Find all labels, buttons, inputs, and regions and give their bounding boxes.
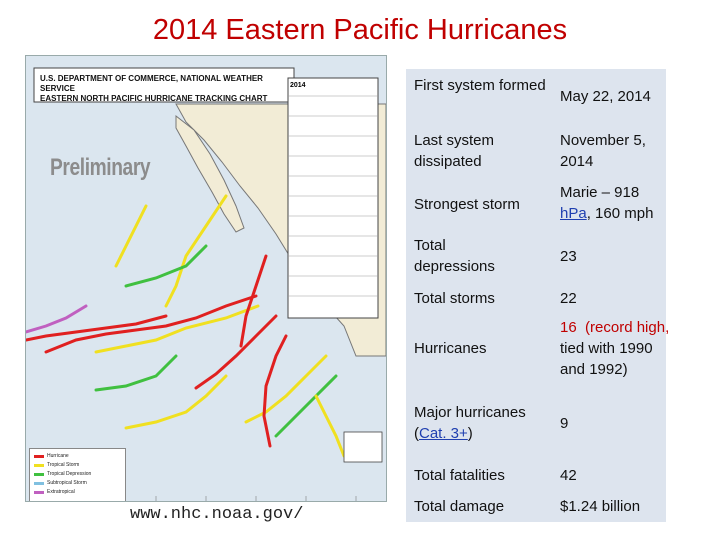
- legend-swatch: [34, 454, 44, 458]
- info-label: Total damage: [414, 498, 505, 515]
- info-value: $1.24 billion: [560, 498, 641, 515]
- map-header: U.S. DEPARTMENT OF COMMERCE, NATIONAL WE…: [40, 74, 290, 104]
- info-label: Strongest storm: [414, 196, 520, 213]
- map-header-line1: U.S. DEPARTMENT OF COMMERCE, NATIONAL WE…: [40, 74, 263, 93]
- info-value: 16 (record high, tied with 1990 and 1992…: [560, 319, 670, 378]
- preliminary-watermark: Preliminary: [50, 154, 151, 181]
- map-year-label: 2014: [290, 82, 306, 89]
- info-value: 22: [560, 290, 577, 307]
- info-table: First system formed May 22, 2014 Last sy…: [406, 69, 669, 522]
- page-title: 2014 Eastern Pacific Hurricanes: [152, 14, 568, 46]
- legend-swatch: [34, 481, 44, 485]
- legend-item-tropical-storm: Tropical Storm: [34, 462, 79, 468]
- hpa-link[interactable]: hPa: [560, 205, 587, 222]
- storm-tracks: [26, 194, 346, 458]
- map-legend: Hurricane Tropical Storm Tropical Depres…: [29, 448, 126, 501]
- info-label: Total fatalities: [414, 467, 505, 484]
- storm-list-table: [287, 77, 379, 319]
- info-label: First system formed: [414, 77, 546, 94]
- land-baja: [175, 114, 245, 233]
- info-value: Marie – 918 hPa, 160 mph: [560, 184, 654, 222]
- map-header-line2: EASTERN NORTH PACIFIC HURRICANE TRACKING…: [40, 94, 268, 103]
- legend-swatch: [34, 463, 44, 467]
- legend-item-tropical-depression: Tropical Depression: [34, 471, 91, 477]
- info-label: Total storms: [414, 290, 495, 307]
- info-value: May 22, 2014: [560, 88, 651, 105]
- source-url: www.nhc.noaa.gov/: [130, 505, 304, 524]
- info-value: 42: [560, 467, 577, 484]
- info-label: Hurricanes: [414, 340, 487, 357]
- legend-item-hurricane: Hurricane: [34, 453, 69, 459]
- info-value: 23: [560, 248, 577, 265]
- hurricane-tracking-map: U.S. DEPARTMENT OF COMMERCE, NATIONAL WE…: [25, 55, 387, 502]
- map-graphic: [26, 67, 386, 501]
- info-value: 9: [560, 415, 569, 432]
- info-value: November 5, 2014: [560, 132, 646, 170]
- info-label: Major hurricanes (Cat. 3+): [414, 404, 526, 442]
- cat3-link[interactable]: Cat. 3+: [419, 425, 468, 442]
- info-label: Last system dissipated: [414, 132, 495, 170]
- legend-swatch: [34, 472, 44, 476]
- info-label: Total depressions: [414, 237, 495, 275]
- legend-item-extratropical: Extratropical: [34, 489, 75, 495]
- legend-swatch: [34, 490, 44, 494]
- legend-item-subtropical: Subtropical Storm: [34, 480, 87, 486]
